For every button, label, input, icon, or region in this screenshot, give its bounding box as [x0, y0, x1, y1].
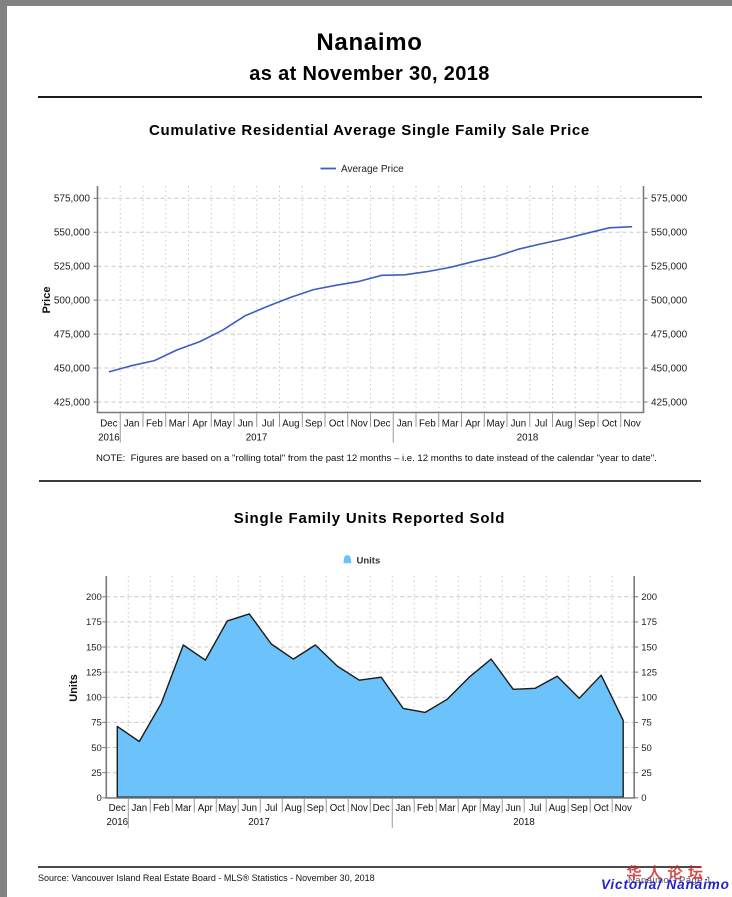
svg-text:Aug: Aug: [282, 419, 299, 430]
svg-text:575,000: 575,000: [651, 194, 688, 205]
svg-text:575,000: 575,000: [54, 194, 91, 205]
svg-text:Mar: Mar: [169, 419, 186, 430]
svg-text:100: 100: [641, 693, 657, 704]
svg-text:550,000: 550,000: [651, 228, 688, 239]
svg-text:2018: 2018: [517, 432, 539, 443]
svg-text:Jan: Jan: [124, 419, 140, 430]
svg-text:Price: Price: [41, 287, 53, 314]
svg-text:Aug: Aug: [285, 803, 302, 814]
svg-text:25: 25: [91, 768, 102, 779]
svg-text:Jan: Jan: [131, 803, 147, 814]
svg-text:Jan: Jan: [395, 803, 411, 814]
svg-text:Jun: Jun: [511, 419, 527, 430]
svg-text:425,000: 425,000: [54, 397, 91, 408]
svg-text:Jun: Jun: [505, 803, 521, 814]
svg-text:Apr: Apr: [462, 803, 478, 814]
svg-text:Jun: Jun: [241, 803, 257, 814]
svg-text:Dec: Dec: [109, 803, 126, 814]
svg-text:Sep: Sep: [571, 803, 588, 814]
svg-text:Mar: Mar: [439, 803, 456, 814]
svg-text:Sep: Sep: [307, 803, 324, 814]
svg-text:Feb: Feb: [419, 419, 436, 430]
svg-text:475,000: 475,000: [54, 329, 91, 340]
svg-text:150: 150: [86, 642, 102, 653]
svg-text:May: May: [218, 803, 236, 814]
svg-text:175: 175: [641, 617, 657, 628]
svg-text:Units: Units: [357, 555, 381, 566]
svg-text:450,000: 450,000: [54, 363, 91, 374]
svg-text:Units: Units: [68, 674, 80, 702]
svg-text:500,000: 500,000: [54, 295, 91, 306]
svg-text:100: 100: [86, 693, 102, 704]
svg-text:500,000: 500,000: [651, 295, 688, 306]
svg-text:75: 75: [91, 718, 102, 729]
svg-text:Oct: Oct: [594, 803, 609, 814]
svg-text:25: 25: [641, 768, 652, 779]
svg-text:2018: 2018: [513, 817, 535, 828]
svg-text:Sep: Sep: [578, 419, 595, 430]
svg-text:425,000: 425,000: [651, 397, 688, 408]
svg-text:May: May: [482, 803, 500, 814]
svg-text:525,000: 525,000: [54, 262, 91, 273]
svg-text:Jul: Jul: [265, 803, 277, 814]
svg-text:Aug: Aug: [549, 803, 566, 814]
svg-text:Dec: Dec: [373, 803, 390, 814]
svg-text:Oct: Oct: [329, 419, 344, 430]
svg-text:Mar: Mar: [175, 803, 192, 814]
svg-text:50: 50: [91, 743, 102, 754]
svg-text:Oct: Oct: [330, 803, 345, 814]
svg-text:475,000: 475,000: [651, 329, 688, 340]
svg-text:Sep: Sep: [305, 419, 322, 430]
svg-text:525,000: 525,000: [651, 262, 688, 273]
svg-text:0: 0: [641, 793, 646, 804]
svg-text:200: 200: [86, 592, 102, 603]
svg-text:550,000: 550,000: [54, 228, 91, 239]
svg-text:Nov: Nov: [351, 803, 368, 814]
svg-text:Jul: Jul: [535, 419, 547, 430]
svg-text:2016: 2016: [98, 432, 120, 443]
svg-text:Jan: Jan: [397, 419, 413, 430]
svg-text:May: May: [213, 419, 231, 430]
svg-text:Jun: Jun: [238, 419, 254, 430]
svg-text:May: May: [486, 419, 504, 430]
svg-text:2017: 2017: [246, 432, 268, 443]
svg-text:Jul: Jul: [262, 419, 274, 430]
svg-text:75: 75: [641, 718, 652, 729]
svg-text:Oct: Oct: [602, 419, 617, 430]
svg-text:0: 0: [97, 793, 102, 804]
svg-text:175: 175: [86, 617, 102, 628]
svg-text:2017: 2017: [248, 817, 270, 828]
svg-text:Feb: Feb: [146, 419, 163, 430]
svg-text:125: 125: [86, 667, 102, 678]
svg-text:50: 50: [641, 743, 652, 754]
svg-text:Aug: Aug: [555, 419, 572, 430]
svg-text:150: 150: [641, 642, 657, 653]
svg-text:450,000: 450,000: [651, 363, 688, 374]
svg-text:Jul: Jul: [529, 803, 541, 814]
svg-text:Apr: Apr: [192, 419, 208, 430]
svg-text:2016: 2016: [107, 817, 129, 828]
svg-text:200: 200: [641, 592, 657, 603]
svg-text:Nov: Nov: [351, 419, 368, 430]
svg-text:Feb: Feb: [153, 803, 170, 814]
svg-text:Apr: Apr: [198, 803, 214, 814]
svg-text:Apr: Apr: [465, 419, 481, 430]
svg-text:Dec: Dec: [100, 419, 117, 430]
svg-text:Nov: Nov: [615, 803, 632, 814]
svg-text:Feb: Feb: [417, 803, 434, 814]
svg-text:Mar: Mar: [442, 419, 459, 430]
svg-text:125: 125: [641, 667, 657, 678]
svg-text:Nov: Nov: [624, 419, 641, 430]
svg-text:Average Price: Average Price: [341, 164, 404, 175]
svg-text:Dec: Dec: [373, 419, 390, 430]
